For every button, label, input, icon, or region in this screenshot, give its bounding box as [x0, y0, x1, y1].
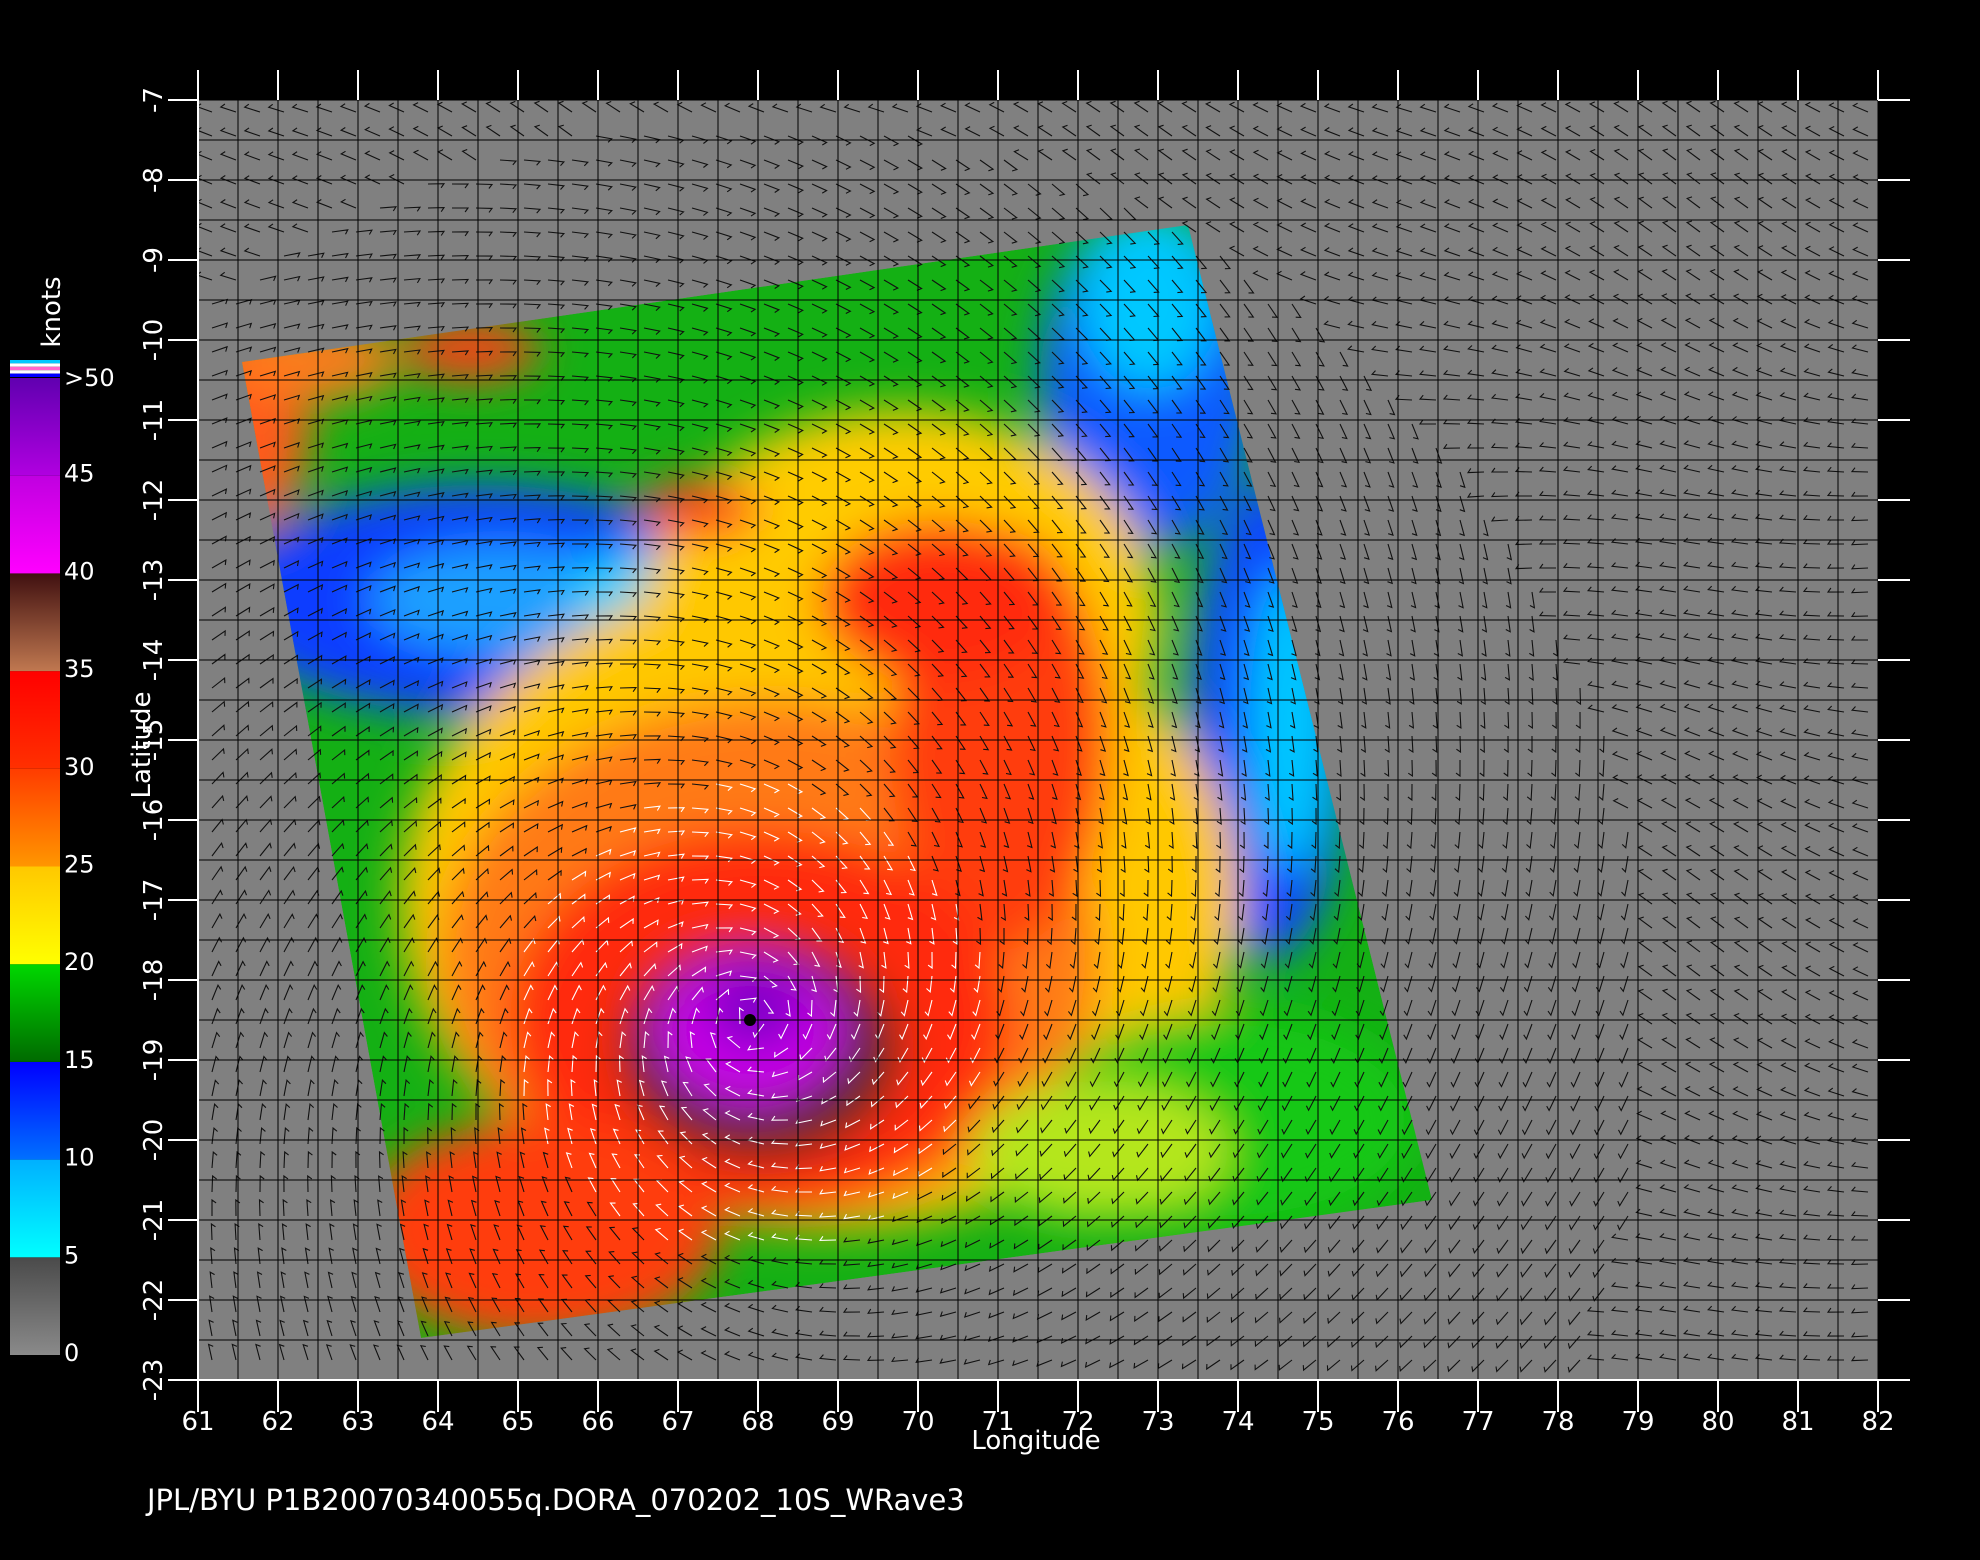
lon-tick-label: 65 — [501, 1407, 534, 1437]
colorbar-band — [10, 1061, 60, 1160]
colorbar-band — [10, 866, 60, 965]
lon-tick-label: 61 — [181, 1407, 214, 1437]
lon-tick-label: 81 — [1781, 1407, 1814, 1437]
lon-tick-label: 68 — [741, 1407, 774, 1437]
colorbar-tick-label: 35 — [64, 655, 95, 683]
colorbar-tick-label: 10 — [64, 1144, 95, 1172]
speed-region-west-lightblue — [370, 545, 630, 655]
lon-tick-label: 67 — [661, 1407, 694, 1437]
colorbar-overflow-stripe — [10, 366, 60, 371]
lon-tick-label: 76 — [1381, 1407, 1414, 1437]
latitude-axis: -7 -8 -9 -10 -11 -12 -13 -14 -15 -16 -17 -18 -19 -20 -… — [139, 87, 1910, 1401]
lat-tick-label: -22 — [139, 1279, 169, 1321]
speed-region-sw-red — [360, 1120, 720, 1338]
colorbar-tick-label: 15 — [64, 1046, 95, 1074]
y-axis-label: Latitude — [127, 691, 157, 798]
colorbar-overflow-stripe — [10, 370, 60, 374]
colorbar-tick-label: 45 — [64, 460, 95, 488]
wind-speed-colorbar: >50 45 40 35 30 25 20 15 10 5 0 — [10, 360, 115, 1367]
lat-tick-label: -9 — [139, 247, 169, 273]
lat-tick-label: -19 — [139, 1039, 169, 1081]
colorbar-tick-label: 5 — [64, 1241, 79, 1269]
colorbar-tick-label: 30 — [64, 753, 95, 781]
lon-tick-label: 77 — [1461, 1407, 1494, 1437]
colorbar-tick-label: 20 — [64, 948, 95, 976]
lat-tick-label: -10 — [139, 319, 169, 361]
x-axis-label: Longitude — [971, 1426, 1100, 1456]
lon-tick-label: 75 — [1301, 1407, 1334, 1437]
lat-tick-label: -21 — [139, 1199, 169, 1241]
speed-region-se-yellowgreen — [970, 1080, 1230, 1220]
lon-tick-label: 71 — [981, 1407, 1014, 1437]
lon-tick-label: 69 — [821, 1407, 854, 1437]
colorbar-band — [10, 964, 60, 1062]
lon-tick-label: 70 — [901, 1407, 934, 1437]
colorbar-band — [10, 475, 60, 574]
lon-tick-label: 63 — [341, 1407, 374, 1437]
colorbar-tick-label: 0 — [64, 1339, 79, 1367]
lon-tick-label: 62 — [261, 1407, 294, 1437]
lon-tick-label: 72 — [1061, 1407, 1094, 1437]
colorbar-band — [10, 768, 60, 867]
lat-tick-label: -15 — [139, 719, 169, 761]
lat-tick-label: -16 — [139, 799, 169, 841]
colorbar-band — [10, 671, 60, 769]
colorbar-overflow-stripe — [10, 363, 60, 367]
lon-tick-label: 74 — [1221, 1407, 1254, 1437]
colorbar-tick-label: 40 — [64, 557, 95, 585]
lon-tick-label: 66 — [581, 1407, 614, 1437]
lat-tick-label: -11 — [139, 399, 169, 441]
lon-tick-label: 79 — [1621, 1407, 1654, 1437]
longitude-axis: 61 62 63 64 65 66 67 68 69 70 71 72 73 74 75 76 77 78 79 80… — [181, 70, 1895, 1437]
lat-tick-label: -12 — [139, 479, 169, 521]
speed-region-eye-purple — [705, 970, 805, 1050]
colorbar-unit-label: knots — [37, 276, 67, 347]
lon-tick-label: 64 — [421, 1407, 454, 1437]
lat-tick-label: -14 — [139, 639, 169, 681]
lat-tick-label: -18 — [139, 959, 169, 1001]
data-source-caption: JPL/BYU P1B20070340055q.DORA_070202_10S_… — [147, 1483, 965, 1517]
lat-tick-label: -23 — [139, 1359, 169, 1401]
lon-tick-label: 80 — [1701, 1407, 1734, 1437]
colorbar-band — [10, 378, 60, 476]
wind-barbs — [195, 100, 1869, 1373]
lat-tick-label: -20 — [139, 1119, 169, 1161]
lat-tick-label: -8 — [139, 167, 169, 193]
lon-tick-label: 78 — [1541, 1407, 1574, 1437]
colorbar-overflow-stripe — [10, 360, 60, 364]
colorbar-band — [10, 1257, 60, 1355]
colorbar-overflow-stripe — [10, 373, 60, 377]
lat-tick-label: -7 — [139, 87, 169, 113]
wind-barb-field-core — [523, 783, 981, 1241]
colorbar-band — [10, 573, 60, 672]
lat-tick-label: -13 — [139, 559, 169, 601]
lat-tick-label: -17 — [139, 879, 169, 921]
colorbar-tick-label: >50 — [64, 364, 115, 392]
lon-tick-label: 82 — [1861, 1407, 1894, 1437]
colorbar-tick-label: 25 — [64, 851, 95, 879]
speed-region-north-red-2 — [640, 480, 760, 540]
speed-region-north-red-1 — [400, 320, 540, 380]
wind-barb-field — [195, 100, 1869, 1373]
lon-tick-label: 73 — [1141, 1407, 1174, 1437]
map-gridlines — [197, 99, 1879, 1381]
colorbar-band — [10, 1159, 60, 1258]
